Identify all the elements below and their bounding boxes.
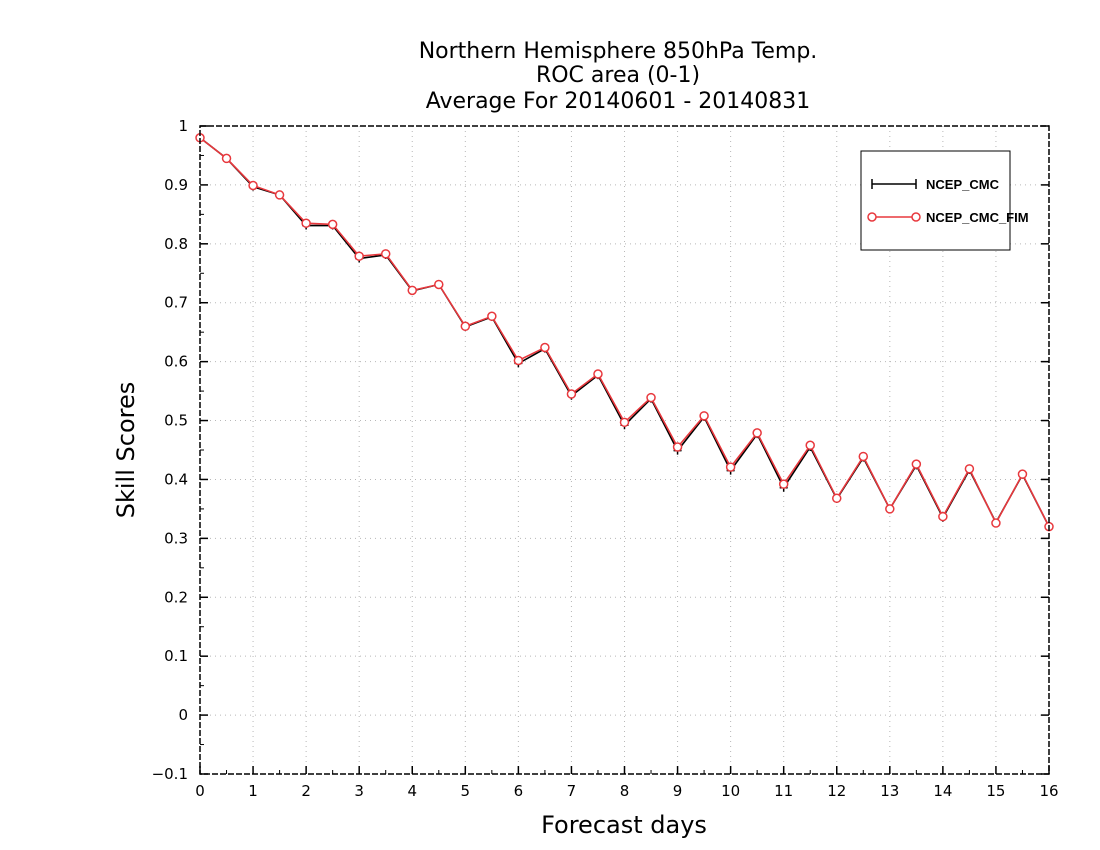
data-point bbox=[725, 462, 736, 472]
y-tick-label: 0.7 bbox=[164, 294, 188, 312]
y-tick-label: 0.2 bbox=[164, 588, 188, 606]
data-point bbox=[540, 342, 550, 353]
y-tick-label: −0.1 bbox=[152, 765, 188, 783]
data-point bbox=[805, 440, 815, 451]
x-tick-label: 12 bbox=[827, 782, 846, 800]
x-tick-label: 7 bbox=[567, 782, 577, 800]
data-point bbox=[1017, 469, 1028, 479]
series-layer bbox=[195, 133, 1054, 532]
y-tick-label: 0.8 bbox=[164, 235, 188, 253]
legend-marker-ncep-cmc-fim-1 bbox=[867, 212, 877, 222]
data-point bbox=[911, 459, 922, 469]
x-tick-label: 13 bbox=[880, 782, 899, 800]
data-point bbox=[274, 190, 285, 200]
x-tick-label: 9 bbox=[673, 782, 683, 800]
y-tick-label: 0 bbox=[178, 706, 188, 724]
data-point bbox=[752, 428, 762, 438]
data-point bbox=[487, 311, 497, 322]
data-point bbox=[407, 285, 417, 296]
data-point bbox=[593, 369, 603, 379]
x-tick-label: 6 bbox=[514, 782, 524, 800]
x-tick-label: 15 bbox=[986, 782, 1005, 800]
data-point bbox=[832, 493, 842, 504]
y-tick-label: 0.3 bbox=[164, 529, 188, 547]
data-point bbox=[672, 442, 683, 452]
x-tick-label: 10 bbox=[721, 782, 740, 800]
x-tick-label: 4 bbox=[407, 782, 417, 800]
data-point bbox=[380, 249, 391, 259]
data-point bbox=[434, 279, 444, 290]
x-axis-label: Forecast days bbox=[541, 811, 707, 839]
x-tick-label: 11 bbox=[774, 782, 793, 800]
grid bbox=[200, 126, 1049, 774]
chart-title-line-1: Northern Hemisphere 850hPa Temp. bbox=[419, 39, 818, 64]
ticks: 0 1 2 3 4 5 6 7 8 9 10 11 12 13 14 15 16−0.100.10.20.30.… bbox=[152, 117, 1059, 800]
x-tick-label: 1 bbox=[248, 782, 258, 800]
data-point bbox=[858, 451, 869, 462]
y-tick-label: 0.4 bbox=[164, 470, 188, 488]
y-tick-label: 0.1 bbox=[164, 647, 188, 665]
x-tick-label: 3 bbox=[354, 782, 364, 800]
data-point bbox=[327, 219, 338, 230]
x-tick-label: 8 bbox=[620, 782, 630, 800]
data-point bbox=[699, 411, 709, 421]
data-point bbox=[646, 392, 656, 403]
data-point bbox=[301, 218, 311, 228]
data-point bbox=[619, 417, 630, 428]
data-point bbox=[964, 464, 975, 474]
data-point bbox=[566, 389, 577, 399]
y-tick-label: 1 bbox=[178, 117, 188, 135]
data-point bbox=[513, 355, 524, 366]
legend-label-ncep-cmc: NCEP_CMC bbox=[926, 177, 1000, 192]
legend: NCEP_CMC NCEP_CMC_FIM bbox=[860, 150, 1029, 251]
legend-label-ncep-cmc-fim: NCEP_CMC_FIM bbox=[926, 210, 1029, 225]
data-point bbox=[991, 518, 1001, 528]
y-tick-label: 0.9 bbox=[164, 176, 188, 194]
legend-marker-ncep-cmc-fim-2 bbox=[911, 212, 921, 222]
data-point bbox=[885, 504, 895, 514]
data-point bbox=[460, 321, 471, 332]
x-tick-label: 0 bbox=[195, 782, 205, 800]
chart-title-line-2: ROC area (0-1) bbox=[536, 63, 700, 88]
y-tick-label: 0.6 bbox=[164, 353, 188, 371]
data-point bbox=[221, 153, 232, 164]
data-point bbox=[778, 479, 789, 489]
data-point bbox=[248, 180, 258, 191]
data-point bbox=[938, 511, 948, 522]
legend-box bbox=[860, 150, 1011, 251]
chart-title-line-3: Average For 20140601 - 20140831 bbox=[426, 89, 811, 114]
x-tick-label: 5 bbox=[461, 782, 471, 800]
data-point bbox=[354, 251, 364, 261]
y-tick-label: 0.5 bbox=[164, 412, 188, 430]
x-tick-label: 16 bbox=[1039, 782, 1058, 800]
x-tick-label: 14 bbox=[933, 782, 952, 800]
y-axis-label: Skill Scores bbox=[112, 382, 140, 519]
x-tick-label: 2 bbox=[301, 782, 311, 800]
